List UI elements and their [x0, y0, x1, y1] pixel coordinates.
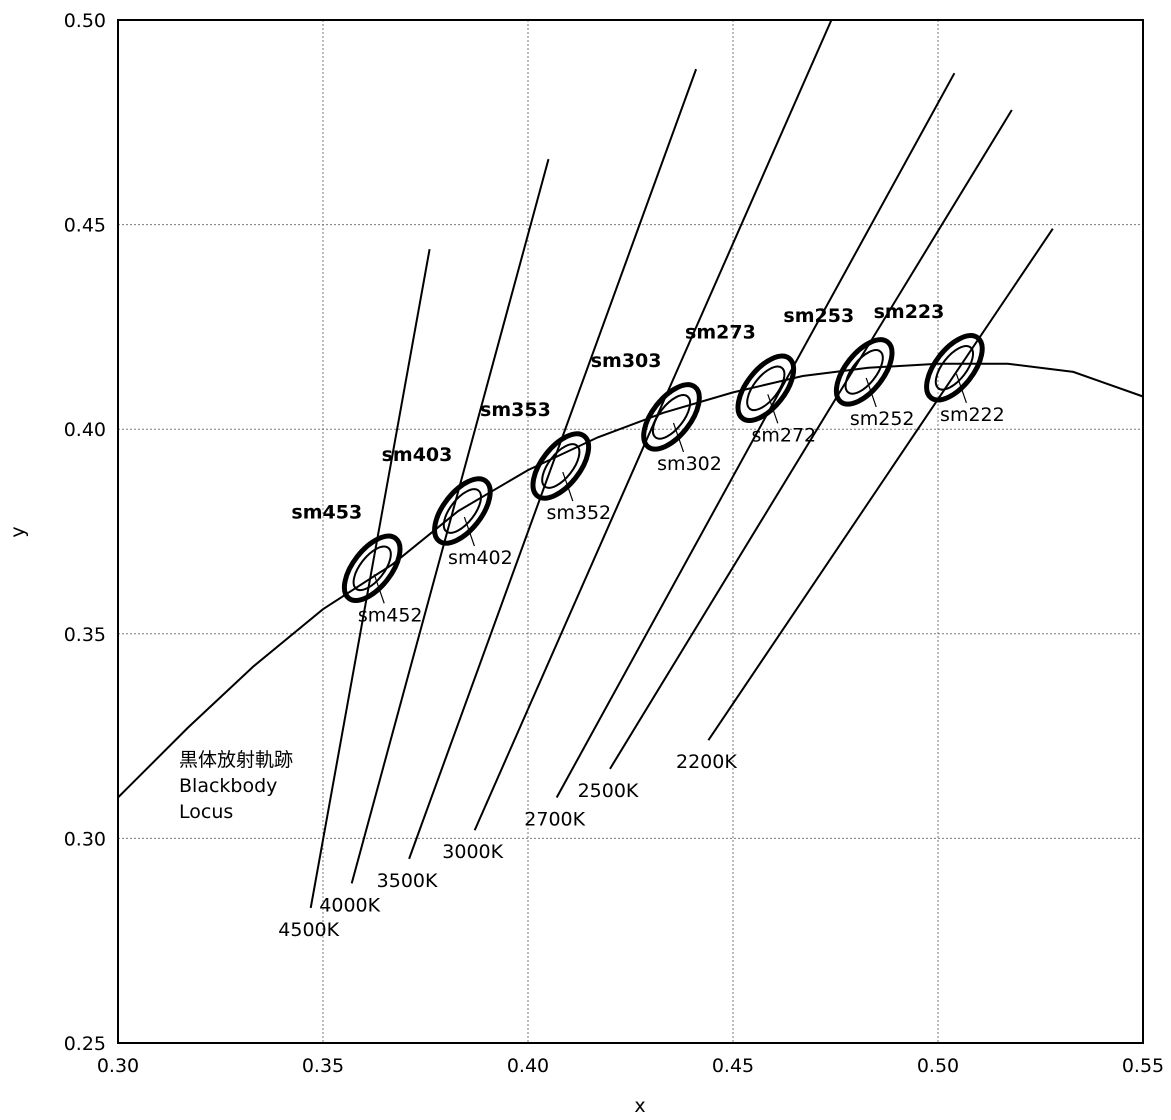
ellipse-group [924, 333, 985, 403]
y-tick-label: 0.35 [64, 624, 106, 646]
inner-ellipse [541, 443, 581, 489]
inner-leader-line [865, 377, 877, 408]
x-axis-title: x [634, 1095, 645, 1117]
outer-ellipse [924, 333, 985, 403]
y-tick-label: 0.30 [64, 828, 106, 850]
ellipse-group [641, 382, 702, 452]
ellipse-group [341, 533, 403, 603]
cct-label: 4500K [278, 919, 339, 941]
outer-ellipse-label: sm403 [382, 444, 453, 466]
inner-ellipse-label: sm222 [940, 404, 1005, 426]
y-tick-label: 0.25 [64, 1033, 106, 1055]
ellipse-group [432, 476, 493, 546]
locus-curve [117, 362, 1144, 799]
outer-ellipse-label: sm273 [685, 321, 756, 343]
cct-line-3500K [408, 68, 698, 860]
outer-ellipse [833, 337, 895, 407]
cct-line-2200K [707, 228, 1054, 741]
inner-leader-line [373, 574, 385, 604]
inner-ellipse-label: sm302 [657, 453, 722, 475]
inner-ellipse [746, 365, 786, 412]
inner-ellipse-label: sm252 [850, 408, 915, 430]
locus-label: 黒体放射軌跡 Blackbody Locus [179, 749, 293, 823]
y-axis-title: y [7, 526, 29, 537]
y-tick-label: 0.40 [64, 419, 106, 441]
y-tick-label: 0.45 [64, 215, 106, 237]
y-tick-label: 0.50 [64, 10, 106, 32]
inner-leader-line [463, 516, 475, 547]
outer-ellipse [530, 431, 592, 501]
inner-leader-line [562, 471, 574, 502]
outer-ellipse-label: sm303 [591, 350, 662, 372]
x-tick-label: 0.55 [1122, 1055, 1164, 1077]
x-tick-label: 0.40 [507, 1055, 549, 1077]
outer-ellipse [432, 476, 493, 546]
x-tick-label: 0.30 [97, 1055, 139, 1077]
cct-label: 3000K [442, 841, 503, 863]
outer-ellipse [641, 382, 702, 452]
ellipse-group [735, 353, 797, 423]
cct-label: 2500K [578, 780, 639, 802]
cct-label: 4000K [319, 894, 380, 916]
inner-ellipse [352, 545, 392, 592]
inner-ellipse [442, 488, 482, 534]
x-tick-label: 0.50 [917, 1055, 959, 1077]
cct-label: 3500K [377, 870, 438, 892]
outer-ellipse-label: sm353 [480, 399, 551, 421]
inner-leader-line [672, 422, 685, 453]
outer-ellipse [735, 353, 797, 423]
gridlines [118, 20, 1143, 1043]
plot-frame [117, 19, 1144, 1044]
inner-ellipse [651, 394, 692, 440]
outer-ellipse [341, 533, 403, 603]
cct-line-4000K [350, 158, 550, 884]
outer-ellipse-label: sm223 [874, 301, 945, 323]
blackbody-locus: 黒体放射軌跡 Blackbody Locus [117, 362, 1144, 823]
ellipse-group [530, 431, 592, 501]
outer-ellipse-label: sm453 [291, 501, 362, 523]
cct-label: 2700K [524, 808, 585, 830]
inner-ellipse [844, 349, 884, 395]
cct-line-2700K [555, 72, 956, 798]
cct-line-2500K [609, 109, 1013, 770]
cct-label: 2200K [676, 751, 737, 773]
x-tick-label: 0.35 [302, 1055, 344, 1077]
locus-label-line: 黒体放射軌跡 [179, 749, 293, 771]
x-tick-label: 0.45 [712, 1055, 754, 1077]
locus-label-line: Blackbody [179, 775, 277, 797]
ellipse-group [833, 337, 895, 407]
inner-leader-line [767, 394, 779, 424]
inner-ellipse-label: sm402 [448, 547, 513, 569]
inner-ellipse-label: sm352 [546, 502, 611, 524]
tick-labels: 0.30 0.35 0.40 0.45 0.50 0.550.250.300.350.40… [64, 10, 1164, 1077]
annotations: sm453 sm452 sm403 sm402 sm353 sm352 sm303 sm302… [291, 301, 1004, 627]
inner-ellipse-label: sm452 [358, 604, 423, 626]
outer-ellipse-label: sm253 [783, 305, 854, 327]
locus-label-line: Locus [179, 801, 233, 823]
macadam-ellipses [341, 333, 985, 603]
inner-ellipse-label: sm272 [751, 424, 816, 446]
inner-leader-line [955, 373, 967, 404]
cct-line-4500K [309, 248, 431, 909]
inner-ellipse [934, 345, 974, 391]
